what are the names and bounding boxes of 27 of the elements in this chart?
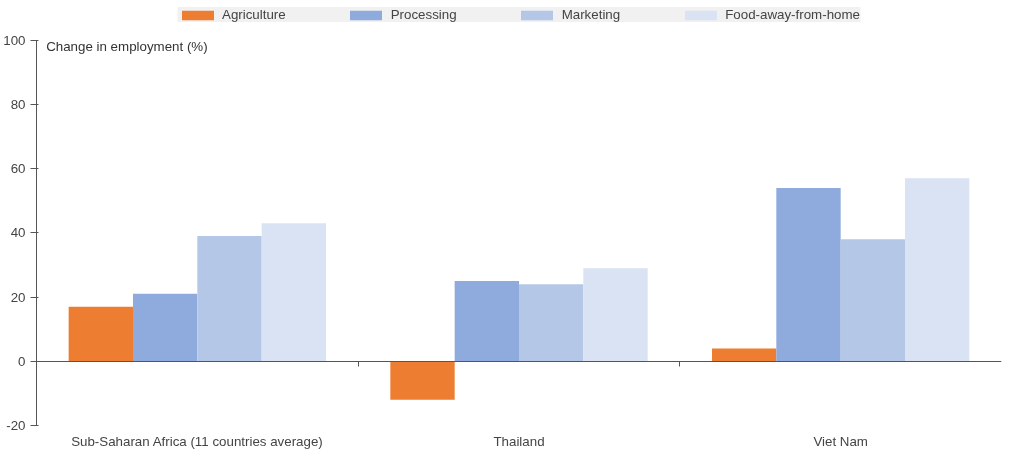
x-tick-label: Viet Nam [813, 433, 868, 449]
y-tick-label: 20 [10, 289, 26, 305]
bar [776, 187, 841, 362]
bar [133, 293, 198, 362]
bar [454, 281, 519, 362]
bar [390, 361, 455, 400]
y-tick-label: 40 [10, 225, 26, 241]
legend-label: Food-away-from-home [725, 7, 860, 22]
bar [68, 306, 133, 362]
bar [519, 284, 584, 362]
y-tick-label: -20 [6, 418, 26, 433]
y-tick-label: 0 [18, 353, 26, 369]
y-tick-label: 100 [3, 32, 26, 48]
bar [583, 268, 648, 362]
y-axis-title: Change in employment (%) [46, 39, 208, 55]
x-tick-label: Sub-Saharan Africa (11 countries average) [71, 433, 323, 449]
bar [712, 348, 777, 362]
y-tick-label: 80 [10, 96, 26, 112]
x-tick-label: Thailand [493, 433, 545, 449]
bar [197, 236, 262, 362]
bar [840, 239, 905, 362]
bar [905, 178, 970, 362]
bar [261, 223, 326, 362]
legend-label: Agriculture [222, 7, 286, 22]
legend-label: Marketing [561, 7, 621, 22]
y-tick-label: 60 [10, 161, 26, 177]
legend-label: Processing [390, 7, 457, 22]
